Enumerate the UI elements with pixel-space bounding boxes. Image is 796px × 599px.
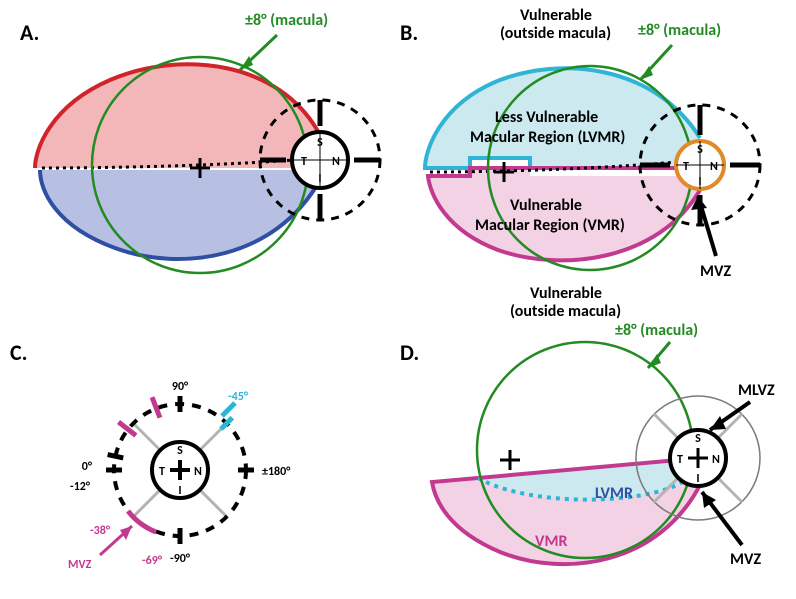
panel-a-lower-fill [40, 170, 320, 259]
panel-a-upper-fill [35, 64, 320, 168]
eye-t: T [683, 160, 689, 174]
eye-i: I [318, 172, 321, 186]
panel-b-macula-arrow: ±8° (macula) [638, 21, 721, 80]
panel-d: D. S I T N LVMR VMR ±8° (macula) [400, 321, 775, 569]
panel-c-mvz-arc [128, 511, 156, 532]
eye-n: N [710, 160, 718, 174]
panel-b-letter: B. [400, 19, 418, 46]
eye-s: S [695, 432, 701, 446]
panel-b-lvmr1: Less Vulnerable [495, 108, 598, 127]
panel-b: B. S I T N Vulnerable (outside macula) L… [400, 6, 760, 321]
panel-d-mlvz-arrow: MLVZ [710, 381, 775, 430]
panel-b-vuln-top: Vulnerable [520, 6, 592, 25]
panel-d-mvz-label: MVZ [730, 550, 761, 569]
panel-c: C. [10, 339, 291, 572]
panel-a: A. S I T N ±8° (macula) [20, 11, 380, 273]
eye-i: I [698, 175, 701, 189]
eye-t: T [159, 465, 165, 479]
panel-d-vmr: VMR [535, 532, 567, 551]
panel-b-vmr1: Vulnerable [510, 196, 582, 215]
panel-d-mvz-arrow: MVZ [702, 492, 761, 569]
panel-a-macula-label: ±8° (macula) [245, 11, 328, 30]
panel-a-letter: A. [20, 19, 39, 46]
panel-c-m12: -12° [70, 480, 91, 494]
panel-c-90: 90° [172, 380, 189, 394]
panel-a-macula-arrow: ±8° (macula) [240, 11, 328, 70]
eye-i: I [178, 484, 181, 498]
eye-n: N [712, 453, 720, 467]
panel-d-macula-arrow: ±8° (macula) [615, 321, 698, 368]
panel-c-m45: -45° [228, 390, 249, 404]
panel-b-mvz-label: MVZ [700, 262, 731, 281]
eye-s: S [177, 444, 183, 458]
eye-n: N [194, 465, 202, 479]
panel-b-vuln-top-sub: (outside macula) [500, 24, 611, 43]
figure-svg: A. S I T N ±8° (macula) B. [0, 0, 796, 594]
panel-c-letter: C. [10, 339, 28, 366]
panel-c-180: ±180° [262, 465, 291, 479]
eye-n: N [332, 155, 340, 169]
panel-b-mvz-arrow: MVZ [691, 196, 731, 281]
panel-c-m90: -90° [170, 552, 191, 566]
eye-s: S [317, 136, 323, 150]
eye-i: I [696, 472, 699, 486]
panel-d-eye: S I T N [636, 396, 760, 520]
panel-d-mlvz-label: MLVZ [738, 381, 775, 400]
panel-b-vuln-bot: Vulnerable [530, 284, 602, 303]
panel-b-vuln-bot-sub: (outside macula) [510, 302, 621, 321]
panel-c-m38: -38° [90, 524, 111, 538]
panel-d-fixation-cross [500, 450, 520, 470]
panel-d-letter: D. [400, 339, 419, 366]
figure: A. S I T N ±8° (macula) B. [0, 0, 796, 594]
eye-t: T [301, 155, 307, 169]
eye-t: T [677, 453, 683, 467]
panel-d-lvmr: LVMR [595, 484, 633, 503]
panel-b-vmr2: Macular Region (VMR) [475, 216, 625, 235]
panel-c-m69: -69° [142, 554, 163, 568]
panel-c-mvz-label: MVZ [68, 558, 92, 572]
panel-b-macula-label: ±8° (macula) [638, 21, 721, 40]
panel-c-0: 0° [82, 460, 93, 474]
panel-d-macula-label: ±8° (macula) [615, 321, 698, 340]
eye-s: S [697, 143, 703, 157]
panel-b-lvmr2: Macular Region (LVMR) [470, 128, 625, 147]
